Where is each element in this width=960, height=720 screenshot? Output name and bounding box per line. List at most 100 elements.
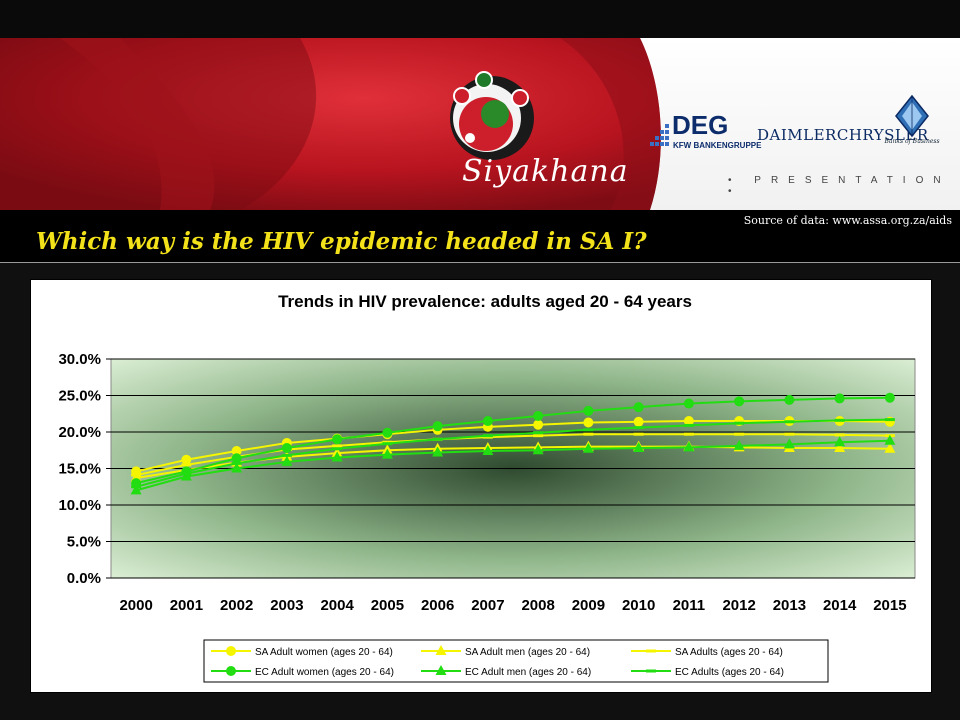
point-circle	[226, 646, 236, 656]
point-triangle	[683, 441, 695, 452]
x-tick-label: 2004	[320, 597, 354, 614]
point-dash	[281, 453, 292, 457]
point-dash	[332, 444, 343, 448]
point-circle	[734, 396, 745, 407]
legend	[203, 639, 829, 683]
y-tick-label: 5.0%	[67, 534, 101, 551]
legend-label: EC Adult women (ages 20 - 64)	[255, 667, 394, 678]
series-3	[131, 392, 895, 489]
series-line	[135, 420, 890, 473]
point-dash	[646, 669, 656, 673]
y-axis: 0.0% 5.0% 10.0% 15.0% 20.0% 25.0% 30.0%	[58, 351, 111, 587]
x-axis: 2000 2001 2002 2003 2004 2005 2006 2007 2008 2009…	[119, 597, 906, 614]
point-dash	[382, 442, 393, 446]
point-dash	[533, 434, 544, 438]
deg-logo-icon	[650, 124, 669, 146]
hiv-prevalence-chart: Trends in HIV prevalence: adults aged 20…	[58, 292, 916, 683]
legend-entries: SA Adult women (ages 20 - 64) SA Adult me…	[211, 645, 784, 678]
point-triangle	[733, 439, 745, 450]
point-dash	[432, 437, 443, 441]
point-circle	[583, 405, 594, 416]
point-circle	[633, 402, 644, 413]
point-circle	[181, 454, 192, 465]
point-triangle	[381, 448, 393, 459]
header-banner: Siyakhana DEG KFW BANKENGRUPPE DAIMLERCH…	[0, 38, 960, 210]
legend-item: EC Adults (ages 20 - 64)	[631, 667, 784, 678]
x-tick-label: 2012	[722, 597, 755, 614]
point-dash	[131, 473, 142, 477]
chart-frame: Trends in HIV prevalence: adults aged 20…	[30, 279, 932, 693]
x-tick-label: 2014	[823, 597, 857, 614]
point-triangle	[582, 442, 594, 453]
x-tick-label: 2003	[270, 597, 303, 614]
series-5	[131, 418, 895, 489]
y-tick-label: 30.0%	[58, 351, 101, 368]
point-circle	[884, 392, 895, 403]
legend-label: SA Adult men (ages 20 - 64)	[465, 647, 590, 658]
point-circle	[583, 417, 594, 428]
point-dash	[131, 485, 142, 489]
slide-title: Which way is the HIV epidemic headed in …	[36, 228, 647, 255]
series-line	[135, 439, 890, 492]
deg-wordmark: DEG	[672, 110, 729, 140]
presentation-tagline: • PRESENTATION •	[728, 175, 951, 197]
series-layer	[130, 392, 896, 495]
legend-label: SA Adult women (ages 20 - 64)	[255, 647, 393, 658]
point-dash	[646, 649, 656, 653]
x-tick-label: 2010	[622, 597, 655, 614]
y-tick-label: 0.0%	[67, 570, 101, 587]
x-tick-label: 2000	[119, 597, 152, 614]
point-dash	[734, 432, 745, 436]
point-dash	[332, 447, 343, 451]
point-triangle	[834, 442, 846, 453]
point-triangle	[783, 438, 795, 449]
y-tick-label: 10.0%	[58, 497, 101, 514]
point-circle	[533, 419, 544, 430]
gridlines	[111, 358, 915, 579]
point-dash	[583, 428, 594, 432]
point-circle	[633, 416, 644, 427]
siyakhana-wordmark: Siyakhana	[462, 154, 629, 189]
point-dash	[683, 423, 694, 427]
bank-logo-text: Banks of Business	[884, 138, 940, 145]
series-4	[130, 434, 896, 495]
legend-label: EC Adults (ages 20 - 64)	[675, 667, 784, 678]
point-dash	[784, 420, 795, 424]
point-circle	[226, 666, 236, 676]
point-circle	[382, 427, 393, 438]
point-dash	[683, 432, 694, 436]
x-tick-label: 2007	[471, 597, 504, 614]
point-dash	[583, 432, 594, 436]
point-dash	[181, 472, 192, 476]
point-circle	[432, 421, 443, 432]
x-tick-label: 2002	[220, 597, 253, 614]
point-circle	[281, 443, 292, 454]
legend-item: SA Adult men (ages 20 - 64)	[421, 645, 590, 658]
point-dash	[834, 418, 845, 422]
x-tick-label: 2008	[521, 597, 554, 614]
point-triangle	[532, 444, 544, 455]
point-circle	[683, 398, 694, 409]
point-circle	[332, 434, 343, 445]
point-triangle	[435, 665, 447, 675]
series-line	[135, 418, 890, 488]
point-circle	[834, 393, 845, 404]
point-dash	[633, 432, 644, 436]
x-tick-label: 2011	[673, 597, 706, 614]
legend-label: EC Adult men (ages 20 - 64)	[465, 667, 591, 678]
point-dash	[533, 431, 544, 435]
x-tick-label: 2015	[873, 597, 906, 614]
x-tick-label: 2009	[572, 597, 605, 614]
legend-label: SA Adults (ages 20 - 64)	[675, 647, 783, 658]
siyakhana-logo	[450, 71, 534, 160]
series-line	[135, 396, 890, 485]
point-triangle	[884, 442, 896, 453]
point-circle	[784, 394, 795, 405]
point-triangle	[884, 434, 896, 445]
top-bar	[0, 0, 960, 38]
y-tick-label: 15.0%	[58, 461, 101, 478]
deg-subtitle: KFW BANKENGRUPPE	[673, 141, 762, 150]
banner-artwork	[0, 38, 661, 210]
point-triangle	[281, 455, 293, 466]
legend-item: EC Adult men (ages 20 - 64)	[421, 665, 591, 678]
